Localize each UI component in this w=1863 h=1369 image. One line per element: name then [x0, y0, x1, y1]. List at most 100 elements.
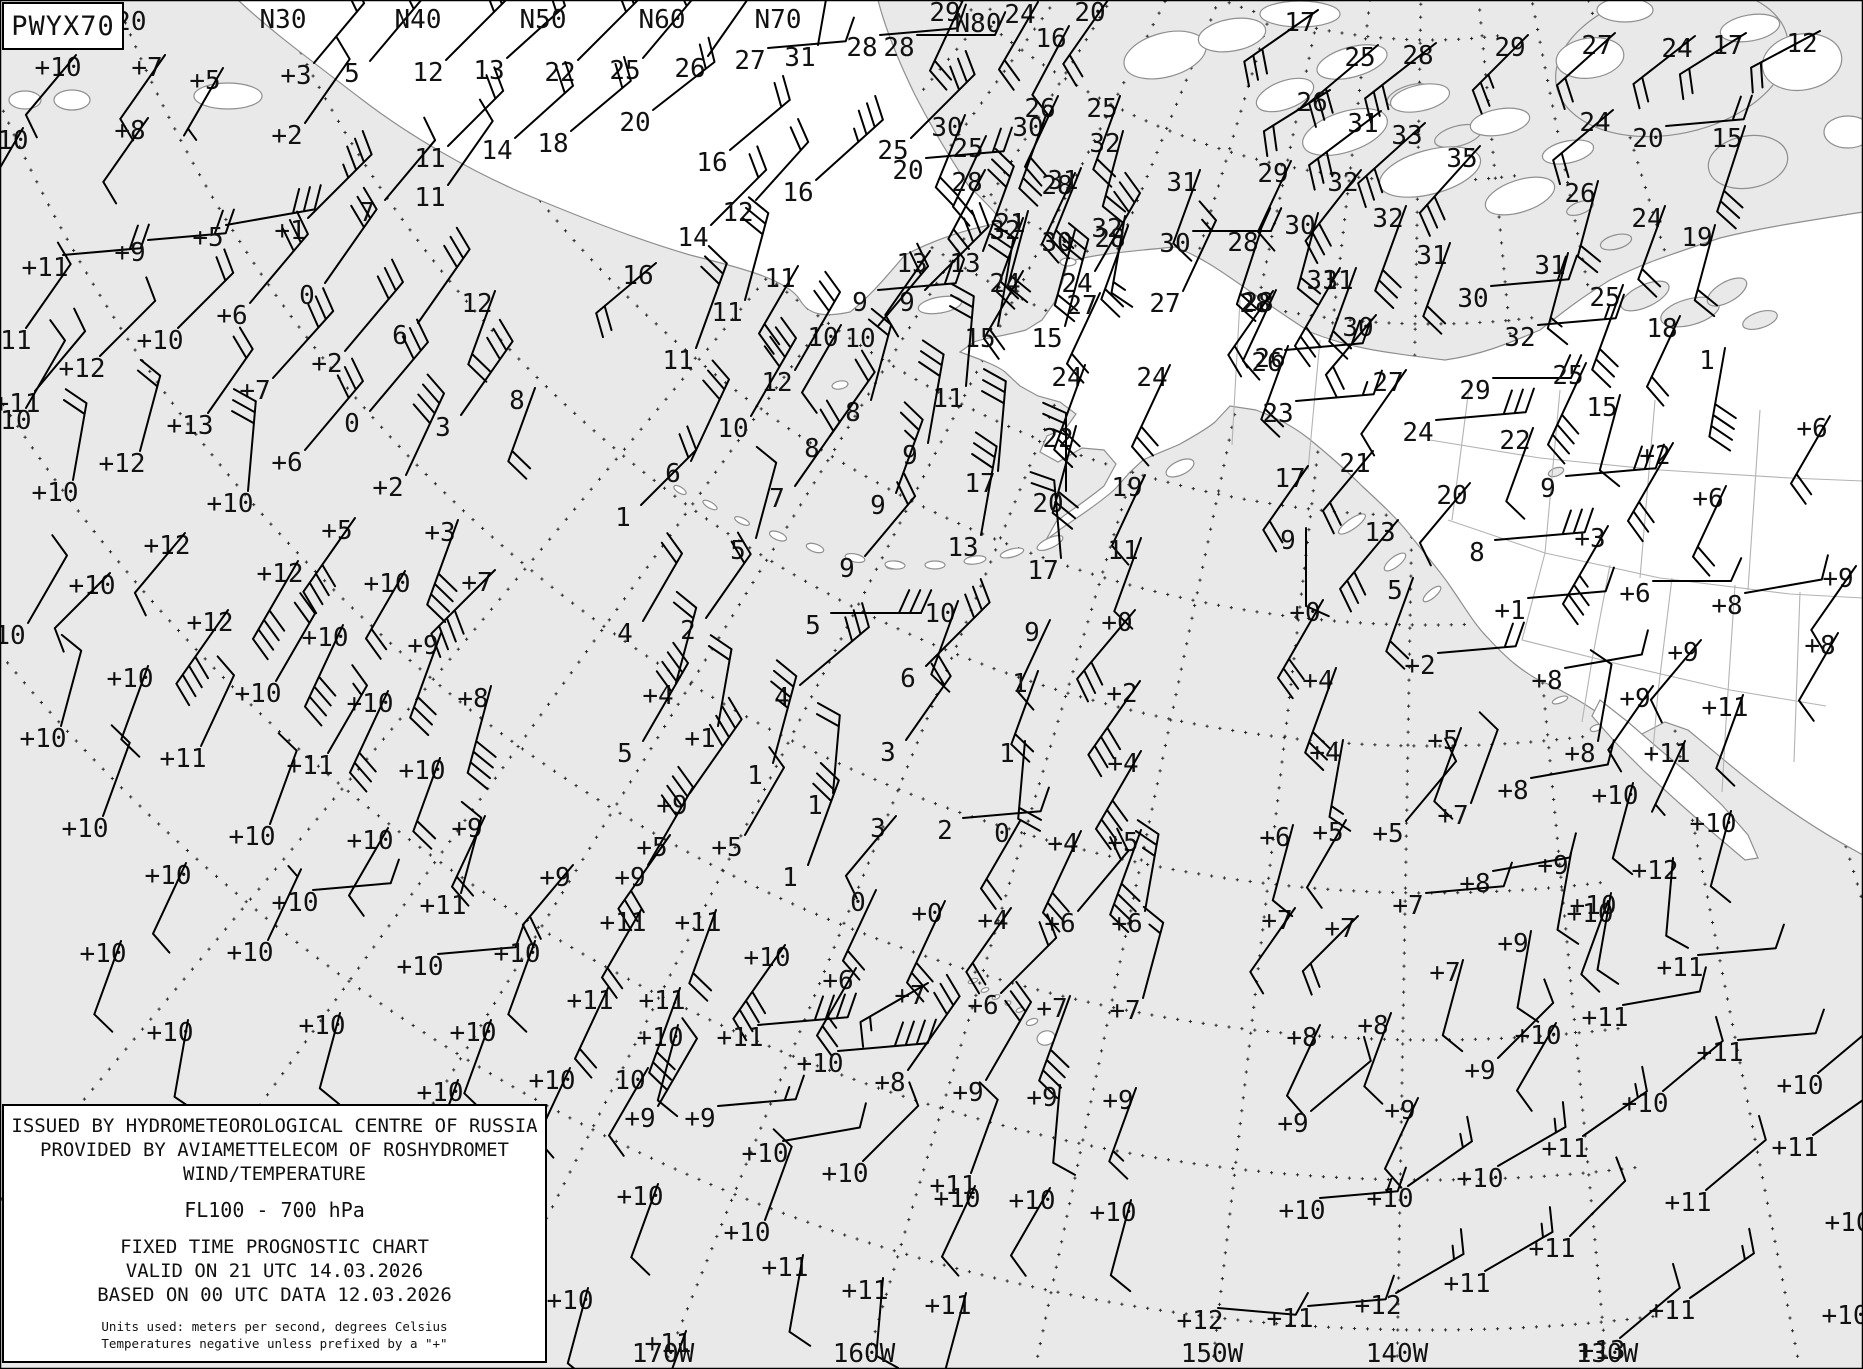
- station: 20: [1032, 401, 1067, 519]
- wind-barb-icon: [750, 316, 797, 417]
- aleutian-island: [844, 552, 866, 564]
- station: +11: [1772, 1098, 1863, 1163]
- wind-barb-icon: [648, 987, 681, 1091]
- border-line: [1544, 389, 1561, 554]
- station-temperature: +9: [1537, 851, 1568, 881]
- station-temperature: 10: [717, 414, 748, 444]
- station-temperature: 12: [1786, 29, 1817, 59]
- station-temperature: +1: [684, 724, 715, 754]
- station-temperature: 32: [1089, 129, 1120, 159]
- station: +11: [639, 986, 685, 1091]
- border-line: [1793, 591, 1801, 763]
- wind-barb-icon: [688, 909, 717, 1002]
- station: +10: [302, 623, 348, 727]
- station-temperature: +11: [1665, 1188, 1712, 1218]
- station-temperature: 16: [696, 148, 727, 178]
- wind-barb-icon: [447, 98, 494, 186]
- station-temperature: +11: [287, 751, 334, 781]
- station: 11: [711, 196, 770, 328]
- wind-barb-icon: [998, 1, 1039, 91]
- latitude-label: N80: [955, 9, 1002, 39]
- aleutian-island: [924, 560, 946, 570]
- wind-barb-icon: [1637, 205, 1666, 298]
- station: 19: [1681, 223, 1719, 318]
- station: +11: [567, 986, 613, 1079]
- wind-barb-icon: [801, 324, 842, 414]
- station: +10: [822, 1081, 920, 1189]
- station-temperature: 26: [1251, 348, 1282, 378]
- station: 25: [609, 0, 694, 86]
- wind-barb-icon: [689, 696, 743, 794]
- station: +1: [684, 634, 733, 754]
- station: +6: [1111, 819, 1160, 939]
- station: +0: [1076, 608, 1136, 703]
- station-temperature: +6: [1111, 909, 1142, 939]
- station: +10: [1009, 1186, 1055, 1277]
- station: +10: [1825, 1208, 1863, 1238]
- station: 3: [844, 814, 897, 900]
- border-line: [1581, 659, 1593, 723]
- wind-barb-icon: [1262, 89, 1331, 158]
- station-temperature: 7: [769, 484, 785, 514]
- wind-barb-icon: [925, 126, 1013, 159]
- station-temperature: 20: [1632, 124, 1663, 154]
- station: 25: [1086, 94, 1121, 188]
- wind-barb-icon: [1286, 1024, 1321, 1116]
- station: 24: [1402, 387, 1535, 448]
- wind-barb-icon: [1596, 892, 1620, 985]
- wind-barb-icon: [102, 117, 149, 205]
- border-line: [1447, 519, 1863, 599]
- wind-barb-icon: [707, 0, 749, 57]
- longitude-label: 170W: [632, 1339, 695, 1369]
- station: 28: [947, 168, 986, 260]
- wind-barb-icon: [1562, 525, 1609, 626]
- wind-barb-icon: [1172, 169, 1201, 262]
- station-temperature: 26: [1024, 94, 1055, 124]
- station: +6: [1044, 827, 1130, 939]
- fixed-time-line: FIXED TIME PROGNOSTIC CHART: [120, 1236, 429, 1258]
- station: 17: [1678, 31, 1747, 101]
- wind-barb-icon: [62, 388, 88, 481]
- station: 3: [880, 653, 952, 768]
- wind-barb-icon: [507, 940, 536, 1033]
- station-temperature: 0: [850, 888, 866, 918]
- station-temperature: +10: [1822, 1301, 1863, 1331]
- station: +9: [114, 208, 235, 268]
- issued-by-line: ISSUED BY HYDROMETEOROLOGICAL CENTRE OF …: [11, 1115, 538, 1137]
- station: 5: [344, 0, 423, 89]
- station-temperature: 25: [877, 136, 908, 166]
- wind-barb-icon: [671, 1330, 687, 1369]
- station: +11: [717, 992, 857, 1053]
- border-line: [1451, 379, 1471, 521]
- wind-barb-icon: [1405, 737, 1458, 822]
- station-temperature: +10: [1367, 1184, 1414, 1214]
- wind-barb-icon: [1192, 207, 1283, 232]
- station: +8: [1711, 554, 1829, 621]
- station-temperature: +8: [1357, 1011, 1388, 1041]
- wind-barb-icon: [837, 1018, 937, 1052]
- wind-barb-icon: [1649, 639, 1702, 724]
- station-temperature: +10: [80, 939, 127, 969]
- wind-barb-icon: [304, 36, 351, 124]
- station-temperature: +6: [1692, 484, 1723, 514]
- latitude-label: N30: [260, 5, 307, 35]
- wind-barb-icon: [983, 270, 1024, 360]
- station-temperature: 30: [1284, 211, 1315, 241]
- station: 27: [1149, 200, 1217, 319]
- station: 12: [461, 289, 496, 383]
- wind-barb-icon: [1652, 557, 1743, 582]
- station: +7: [859, 981, 929, 1048]
- station-temperature: 6: [900, 664, 916, 694]
- station: 5: [617, 641, 689, 769]
- wind-barb-icon: [905, 653, 952, 741]
- station-temperature: 26: [1296, 88, 1327, 118]
- state-borders: [1231, 299, 1863, 793]
- coastal-island: [1422, 585, 1442, 603]
- wind-barb-icon: [879, 3, 967, 36]
- station: +10: [1515, 1021, 1561, 1112]
- wind-barb-icon: [207, 326, 254, 414]
- station: 9: [839, 472, 917, 584]
- station: +10: [1822, 1301, 1863, 1331]
- station: +5: [302, 516, 356, 615]
- station-temperature: 13: [1364, 518, 1395, 548]
